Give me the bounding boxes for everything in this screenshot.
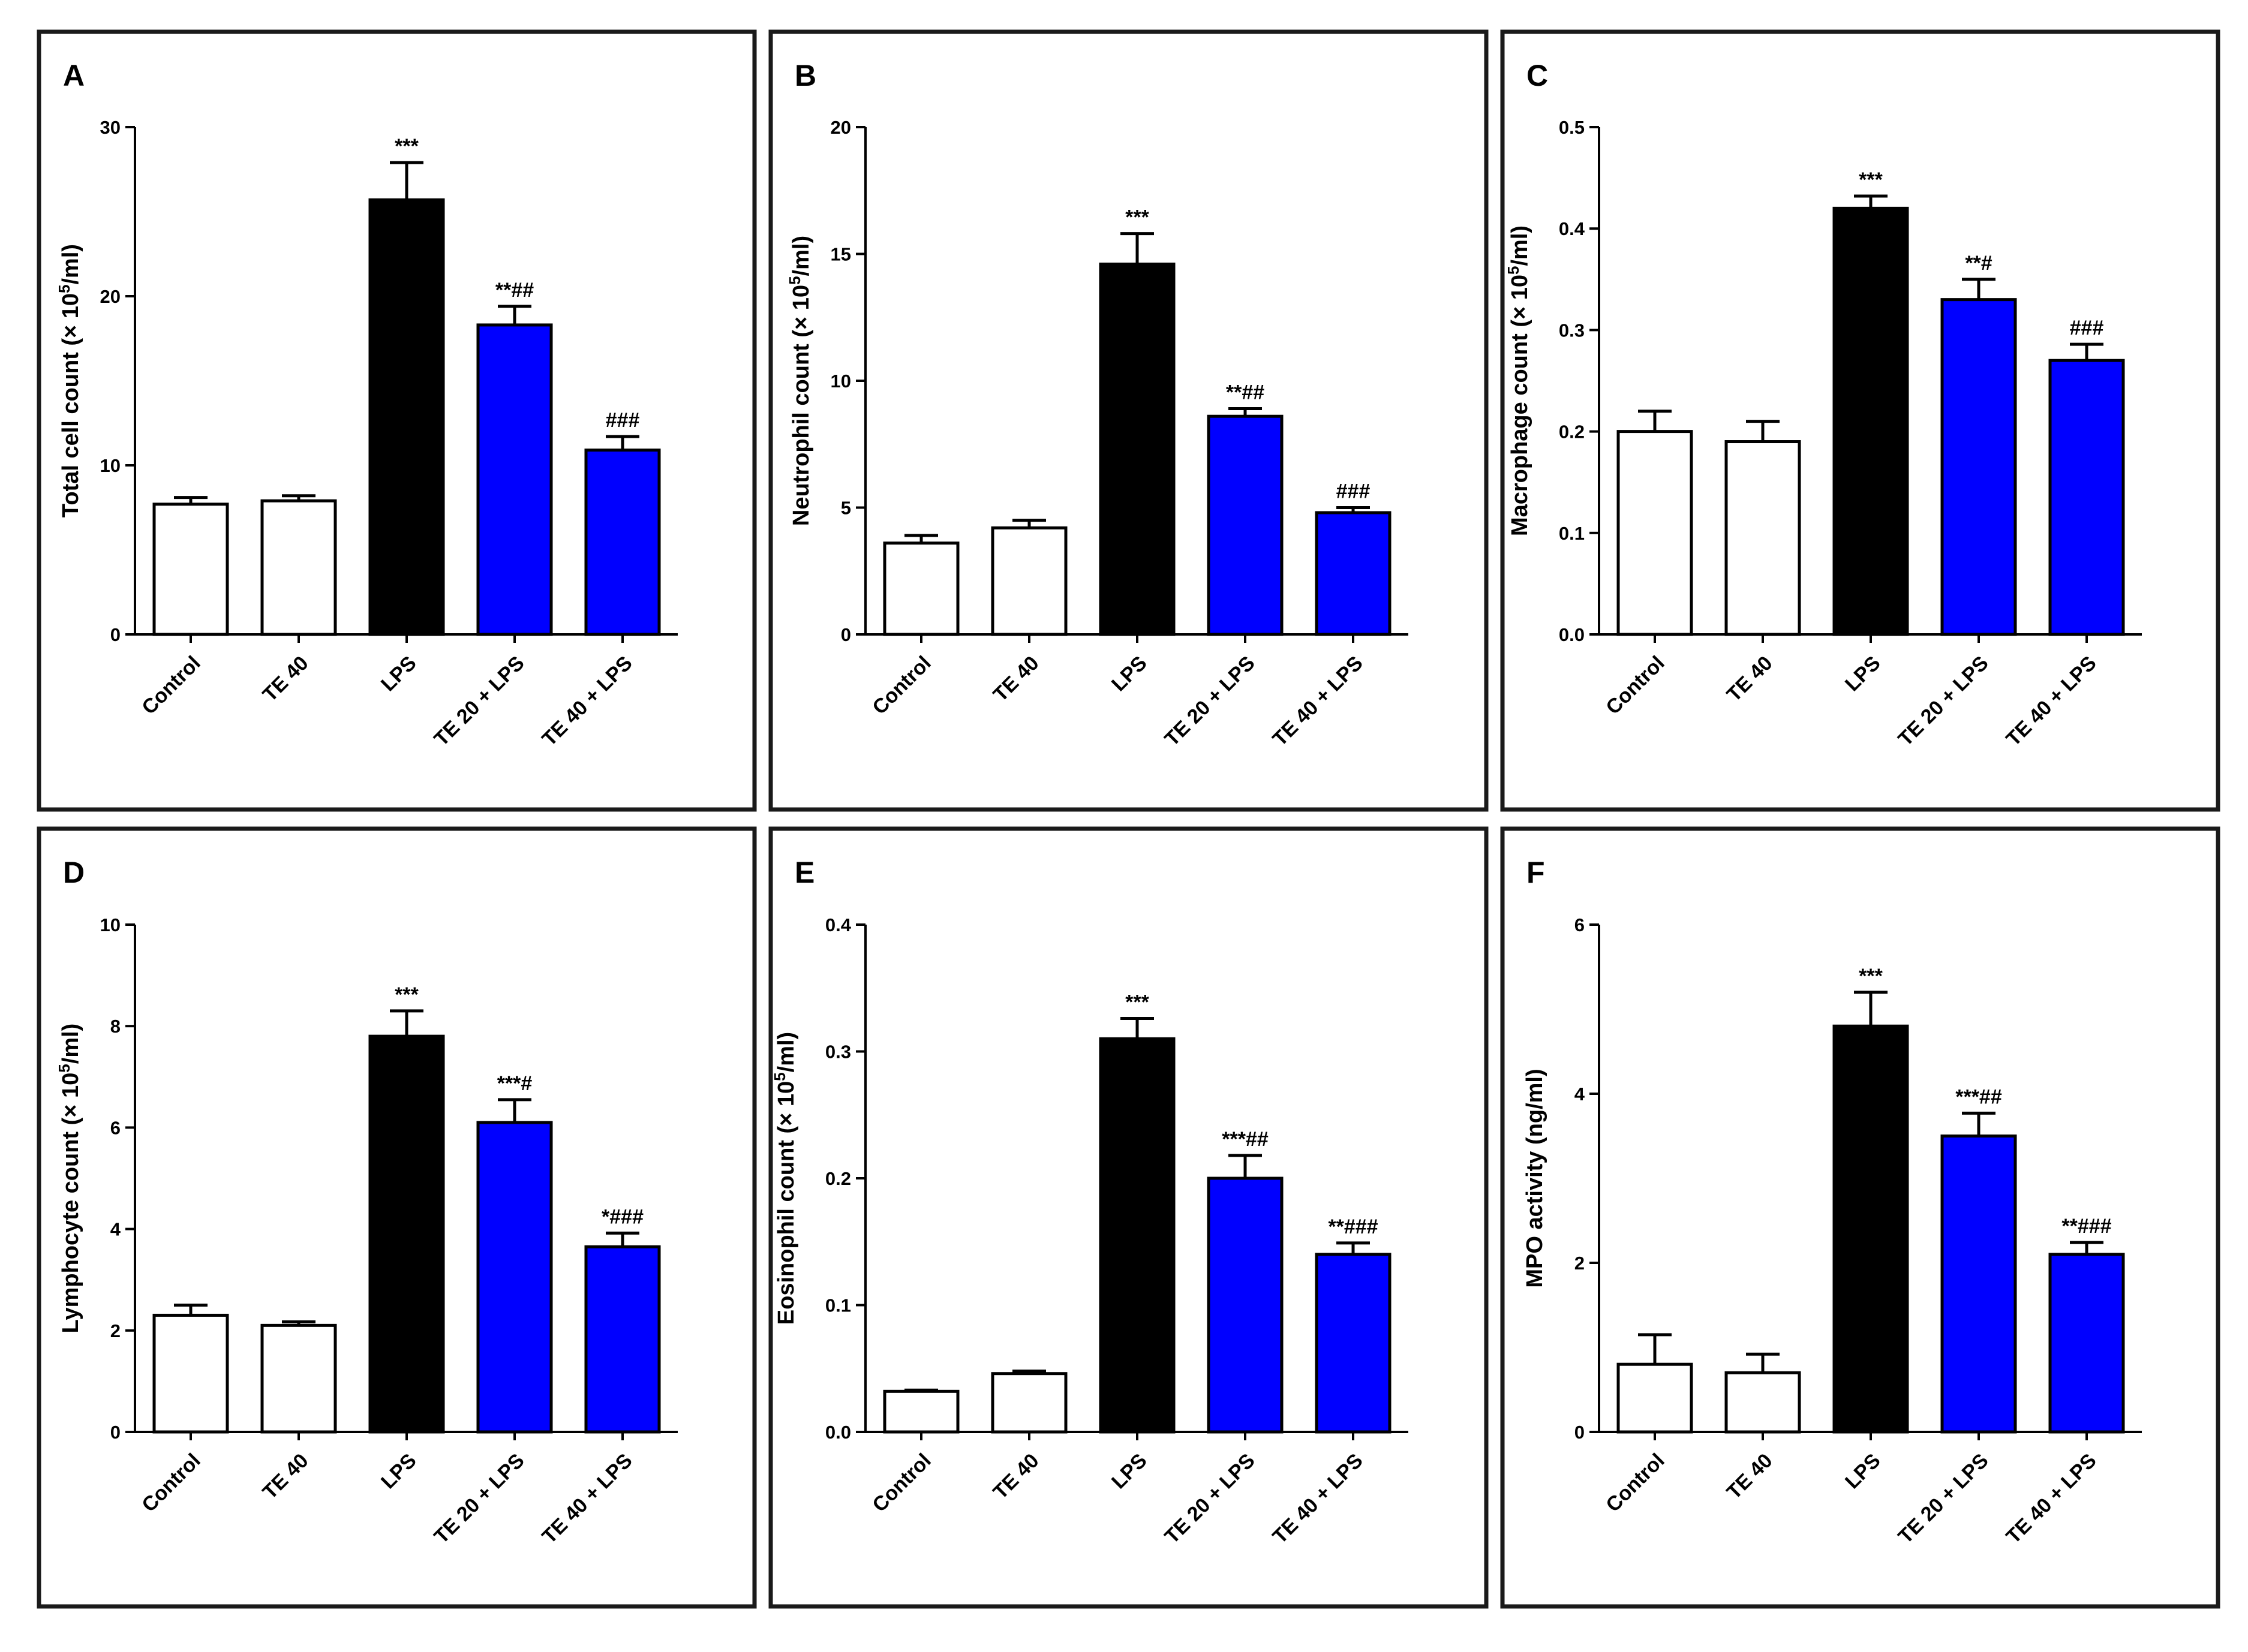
bar-te-40-lps [584, 449, 661, 636]
bar-lps [1099, 262, 1176, 636]
y-tick-label: 0.1 [1559, 523, 1585, 544]
panel-letter: A [63, 59, 85, 92]
bar-te-40-lps [2048, 359, 2125, 636]
y-tick-label: 6 [1574, 914, 1585, 935]
bar-lps [368, 198, 445, 636]
bar-te-20-lps [1940, 298, 2017, 636]
bar-lps [1832, 1024, 1909, 1434]
significance-label: *** [1859, 965, 1883, 988]
y-tick-label: 0.2 [825, 1168, 851, 1189]
y-tick-label: 20 [831, 117, 851, 138]
panel-letter: E [795, 856, 815, 889]
y-tick-label: 0 [841, 624, 851, 645]
bar-te-40-lps [2048, 1253, 2125, 1434]
y-tick-label: 10 [831, 371, 851, 392]
y-tick-label: 10 [100, 914, 121, 935]
significance-label: ***## [1222, 1128, 1269, 1151]
bar-te-20-lps [1940, 1135, 2017, 1434]
y-tick-label: 0.3 [825, 1042, 851, 1063]
y-tick-label: 6 [110, 1117, 121, 1138]
significance-label: **# [1965, 252, 1992, 275]
y-tick-label: 0.2 [1559, 422, 1585, 443]
bar-te-40-lps [1315, 1253, 1392, 1434]
y-axis-label: Macrophage count (× 105/ml) [1504, 225, 1532, 536]
bar-te-20-lps [476, 323, 553, 636]
panel-letter: B [795, 59, 816, 92]
panel-letter: D [63, 856, 85, 889]
panel-e: E 0.0 0.1 0.2 0.3 0.4 Eosinophil count (× 105/… [768, 826, 1489, 1609]
y-tick-label: 20 [100, 286, 121, 307]
y-tick-label: 2 [1574, 1253, 1585, 1274]
y-axis-label: MPO activity (ng/ml) [1522, 1069, 1547, 1287]
y-tick-label: 0.5 [1559, 117, 1585, 138]
panel-letter: C [1526, 59, 1548, 92]
bar-lps [368, 1034, 445, 1434]
y-tick-label: 0.4 [825, 914, 852, 935]
bar-te-40 [991, 1372, 1068, 1434]
y-tick-label: 0.3 [1559, 320, 1585, 341]
bar-te-20-lps [476, 1121, 553, 1434]
significance-label: *** [395, 983, 419, 1006]
significance-label: ### [1336, 480, 1371, 503]
significance-label: **### [2061, 1215, 2111, 1238]
y-axis-label: Total cell count (× 105/ml) [55, 244, 83, 517]
bar-te-40 [260, 499, 337, 636]
significance-label: *** [1125, 206, 1149, 229]
bar-te-40-lps [584, 1245, 661, 1434]
y-tick-label: 30 [100, 117, 121, 138]
bar-control [152, 1313, 229, 1434]
significance-label: **## [1226, 381, 1264, 404]
panel-c: C 0.0 0.1 0.2 0.3 0.4 0.5 Macrophage count (× 1… [1500, 29, 2220, 812]
y-tick-label: 0.0 [825, 1422, 851, 1443]
bar-control [883, 541, 960, 636]
y-tick-label: 0 [110, 624, 121, 645]
y-tick-label: 4 [110, 1219, 121, 1240]
significance-label: **## [495, 279, 534, 302]
y-tick-label: 4 [1574, 1084, 1585, 1105]
y-tick-label: 0 [110, 1422, 121, 1443]
bar-te-40-lps [1315, 511, 1392, 636]
bar-control [883, 1389, 960, 1434]
y-tick-label: 0.1 [825, 1295, 851, 1316]
y-tick-label: 10 [100, 455, 121, 476]
significance-label: **### [1328, 1215, 1378, 1238]
bar-te-20-lps [1207, 414, 1284, 636]
significance-label: ***## [1955, 1085, 2002, 1108]
y-tick-label: 0.0 [1559, 624, 1585, 645]
y-axis-label: Lymphocyte count (× 105/ml) [55, 1024, 83, 1334]
bar-control [1616, 430, 1693, 636]
y-tick-label: 5 [841, 498, 851, 519]
bar-lps [1099, 1037, 1176, 1434]
bar-control [1616, 1362, 1693, 1434]
bar-te-20-lps [1207, 1176, 1284, 1434]
bar-te-40 [991, 526, 1068, 636]
y-tick-label: 8 [110, 1016, 121, 1037]
y-tick-label: 0.4 [1559, 218, 1585, 239]
bar-te-40 [260, 1323, 337, 1434]
significance-label: ***# [497, 1072, 533, 1095]
bar-control [152, 502, 229, 636]
significance-label: *### [602, 1205, 644, 1228]
bar-te-40 [1724, 440, 1801, 636]
significance-label: *** [395, 135, 419, 158]
significance-label: ### [2070, 317, 2104, 339]
y-tick-label: 0 [1574, 1422, 1585, 1443]
y-tick-label: 15 [831, 244, 851, 265]
significance-label: *** [1859, 168, 1883, 191]
y-axis-label: Eosinophil count (× 105/ml) [771, 1032, 799, 1325]
y-tick-label: 2 [110, 1320, 121, 1341]
bar-te-40 [1724, 1371, 1801, 1434]
bar-lps [1832, 206, 1909, 636]
significance-label: *** [1125, 991, 1149, 1014]
significance-label: ### [606, 409, 640, 432]
panel-letter: F [1526, 856, 1545, 889]
